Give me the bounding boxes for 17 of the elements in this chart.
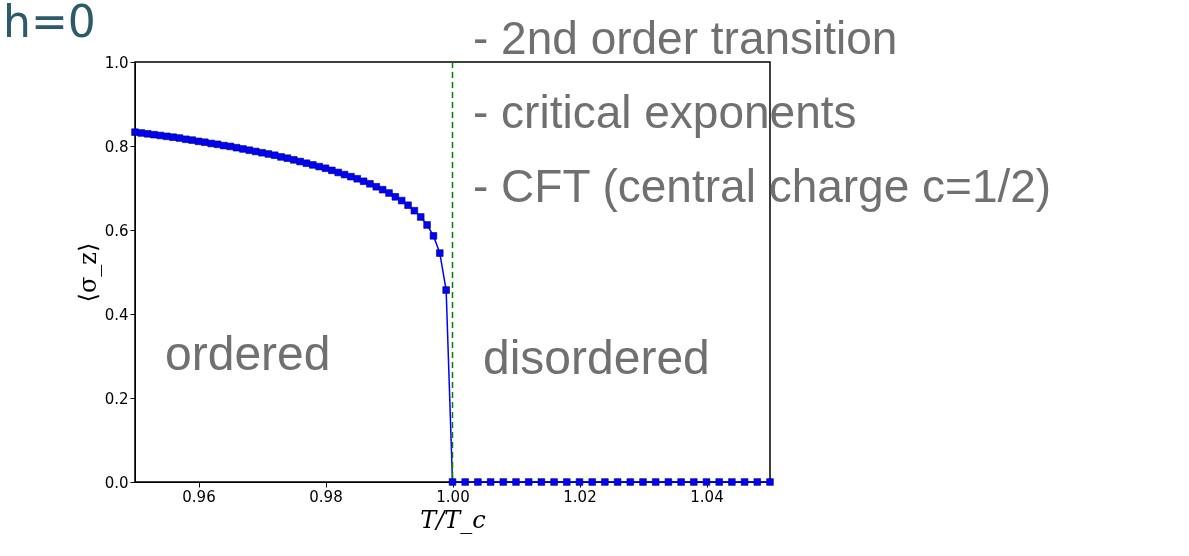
x-tick-label: 1.00	[436, 487, 470, 506]
y-axis-title: ⟨σ_z⟩	[73, 242, 102, 303]
x-axis-title: T/T_c	[420, 505, 486, 534]
y-tick-label: 0.0	[104, 473, 129, 492]
x-tick-label: 1.02	[563, 487, 597, 506]
annotation: - 2nd order transition	[473, 12, 898, 64]
x-tick-label: 0.98	[309, 487, 343, 506]
y-tick-label: 0.8	[104, 137, 129, 156]
x-tick-label: 0.96	[182, 487, 216, 506]
annotation: ordered	[165, 327, 331, 380]
chart-title: h=0	[3, 0, 96, 47]
x-tick-label: 1.04	[690, 487, 724, 506]
y-tick-label: 0.2	[104, 389, 129, 408]
y-tick-label: 0.4	[104, 305, 129, 324]
y-tick-label: 1.0	[104, 53, 129, 72]
y-tick-label: 0.6	[104, 221, 129, 240]
annotation: disordered	[483, 331, 710, 384]
